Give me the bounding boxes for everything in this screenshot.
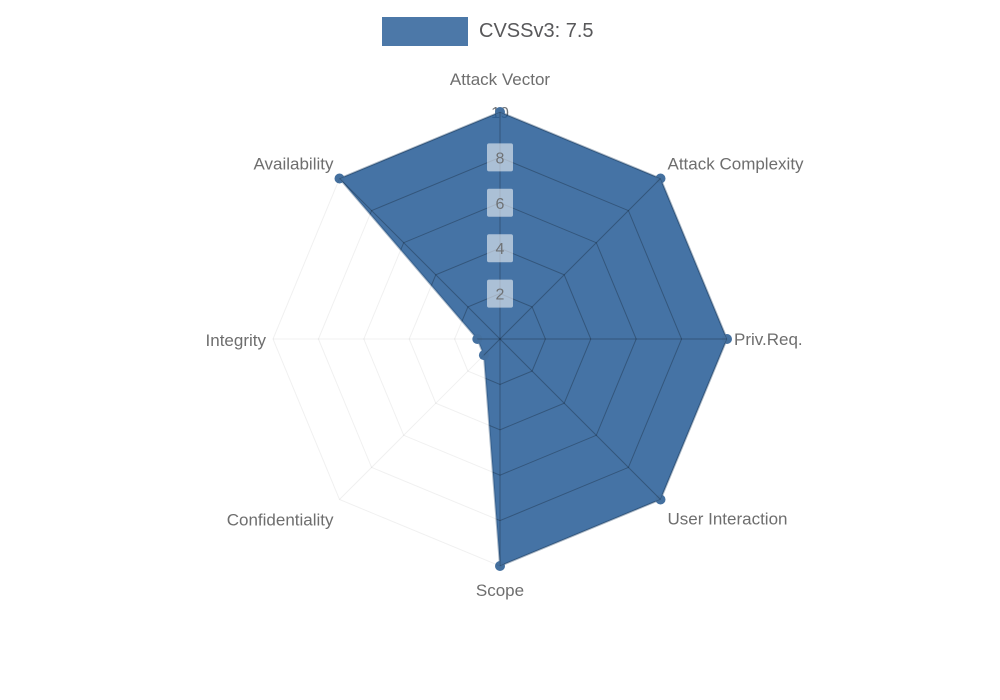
grid-ring-2 (454, 293, 546, 385)
legend-label: CVSSv3: 7.5 (479, 20, 594, 42)
axis-label-attack-complexity: Attack Complexity (668, 155, 805, 174)
data-point-confidentiality (478, 350, 489, 361)
axis-label-confidentiality: Confidentiality (227, 511, 334, 530)
axis-label-user-interaction: User Interaction (668, 510, 788, 529)
grid-spoke-confidentiality (339, 338, 501, 500)
radial-tick-label-2: 2 (496, 287, 505, 304)
axis-label-priv-req: Priv.Req. (734, 330, 803, 349)
radial-tick-label-8: 8 (496, 150, 505, 167)
radial-tick-backdrop-2 (487, 279, 513, 308)
legend-swatch (382, 17, 468, 46)
axis-label-attack-vector: Attack Vector (450, 70, 550, 89)
grid-ring-6 (363, 202, 637, 476)
data-point-user-interaction (655, 494, 666, 505)
radial-tick-backdrop-4 (487, 234, 513, 263)
radial-tick-label-4: 4 (496, 241, 505, 258)
radial-tick-label-6: 6 (496, 196, 505, 213)
grid-spoke-availability (339, 178, 501, 340)
data-point-availability (334, 173, 345, 184)
data-point-scope (495, 561, 505, 571)
data-point-attack-vector (495, 107, 505, 117)
grid-ring-4 (408, 247, 592, 431)
axis-label-scope: Scope (476, 581, 524, 600)
chart-legend-item[interactable]: CVSSv3: 7.5 (382, 17, 594, 46)
axis-label-integrity: Integrity (206, 331, 267, 350)
axis-label-availability: Availability (253, 155, 334, 174)
data-point-attack-complexity (655, 173, 666, 184)
radial-tick-backdrop-8 (487, 143, 513, 172)
grid-ring-8 (317, 156, 683, 522)
grid-spoke-user-interaction (499, 338, 661, 500)
grid-spoke-availability (339, 178, 501, 340)
data-point-priv-req (722, 334, 732, 344)
grid-ring-10 (272, 111, 728, 567)
grid-spoke-user-interaction (499, 338, 661, 500)
grid-spoke-attack-complexity (499, 178, 661, 340)
grid-spoke-attack-complexity (499, 178, 661, 340)
radial-tick-backdrop-6 (487, 188, 513, 217)
data-point-integrity (472, 334, 483, 344)
grid-ring-2 (454, 293, 546, 385)
